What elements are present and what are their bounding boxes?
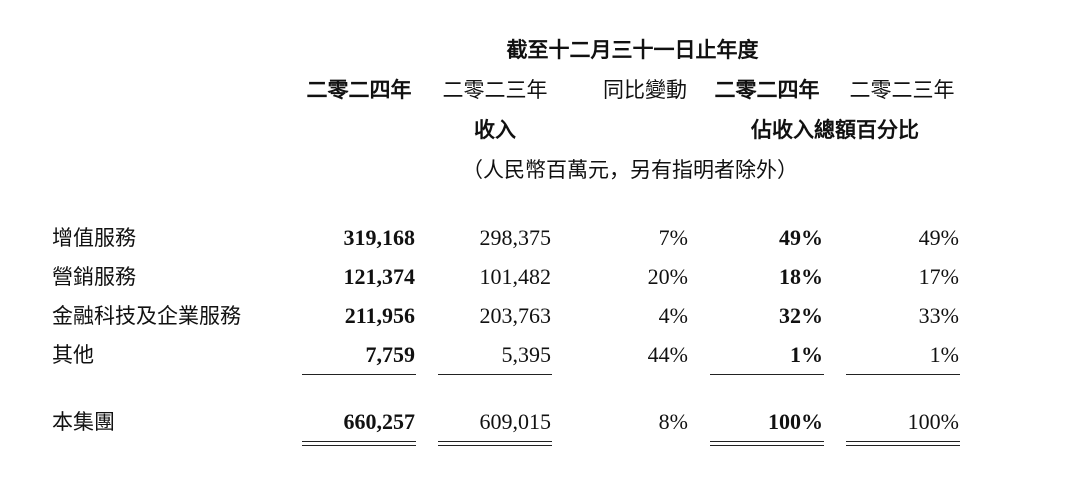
value-yoy: 20% xyxy=(647,264,688,289)
value-2023: 101,482 xyxy=(479,264,552,289)
row-label: 增值服務 xyxy=(52,226,136,250)
value-pct-2024: 49% xyxy=(779,225,823,250)
value-pct-2023: 33% xyxy=(918,303,959,328)
value-2024: 319,168 xyxy=(343,225,416,250)
total-yoy: 8% xyxy=(658,409,688,434)
value-2024: 211,956 xyxy=(344,303,415,328)
column-header-2024: 二零二四年 xyxy=(306,77,412,102)
column-header-pct-2023: 二零二三年 xyxy=(849,78,955,102)
column-header-yoy: 同比變動 xyxy=(603,78,687,102)
total-pct-2024: 100% xyxy=(768,409,823,434)
value-pct-2024: 1% xyxy=(790,342,823,367)
period-header: 截至十二月三十一日止年度 xyxy=(506,37,759,62)
unit-note: （人民幣百萬元，另有指明者除外） xyxy=(462,158,798,182)
value-pct-2023: 1% xyxy=(929,342,959,367)
subtotal-rule xyxy=(302,374,416,375)
value-pct-2023: 17% xyxy=(918,264,959,289)
revenue-header: 收入 xyxy=(474,117,516,142)
subtotal-rule xyxy=(846,374,960,375)
column-header-pct-2024: 二零二四年 xyxy=(714,77,820,102)
total-2023: 609,015 xyxy=(479,409,552,434)
value-2023: 298,375 xyxy=(479,225,552,250)
total-double-rule xyxy=(710,441,824,446)
value-2024: 7,759 xyxy=(365,342,416,367)
row-label: 營銷服務 xyxy=(52,265,136,289)
value-pct-2024: 18% xyxy=(779,264,823,289)
value-yoy: 7% xyxy=(658,225,688,250)
row-label: 本集團 xyxy=(52,410,115,434)
value-2023: 203,763 xyxy=(479,303,552,328)
value-2023: 5,395 xyxy=(501,342,552,367)
value-pct-2024: 32% xyxy=(779,303,823,328)
total-2024: 660,257 xyxy=(343,409,416,434)
row-label: 金融科技及企業服務 xyxy=(52,304,241,328)
value-2024: 121,374 xyxy=(343,264,416,289)
subtotal-rule xyxy=(438,374,552,375)
value-pct-2023: 49% xyxy=(918,225,959,250)
total-pct-2023: 100% xyxy=(907,409,959,434)
total-double-rule xyxy=(846,441,960,446)
pct-of-total-header: 佔收入總額百分比 xyxy=(751,117,919,142)
value-yoy: 4% xyxy=(658,303,688,328)
total-double-rule xyxy=(302,441,416,446)
column-header-2023: 二零二三年 xyxy=(442,78,548,102)
value-yoy: 44% xyxy=(647,342,688,367)
row-label: 其他 xyxy=(52,343,94,367)
total-double-rule xyxy=(438,441,552,446)
subtotal-rule xyxy=(710,374,824,375)
